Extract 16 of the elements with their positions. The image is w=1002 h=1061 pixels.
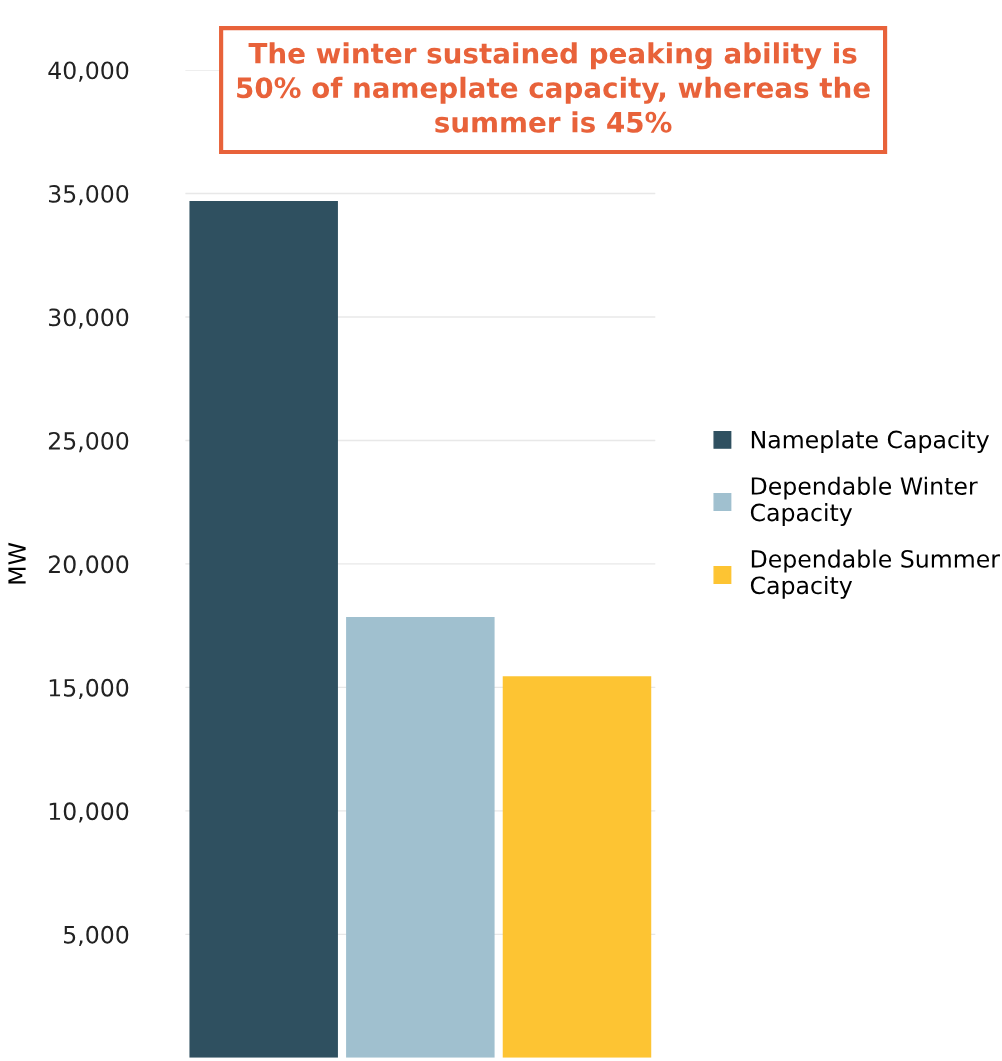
- y-tick-label: 30,000: [49, 308, 129, 329]
- annotation: The winter sustained peaking ability is 50% of nameplate capacity, whereas the summer is 45%: [237, 42, 870, 133]
- y-tick-label: 40,000: [48, 61, 129, 82]
- y-tick-label: 35,000: [49, 184, 129, 206]
- legend-label: Dependable Summer Capacity: [750, 549, 1000, 599]
- legend-label: Nameplate Capacity: [751, 430, 990, 454]
- y-tick-label: 5,000: [64, 925, 129, 947]
- bar: [346, 617, 495, 1058]
- y-tick-label: 25,000: [48, 431, 129, 453]
- legend-label: Dependable Winter Capacity: [750, 476, 978, 526]
- y-tick-label: 10,000: [49, 802, 129, 823]
- bar: [502, 676, 652, 1058]
- y-tick-label: 20,000: [48, 555, 129, 576]
- y-tick-label: 15,000: [49, 678, 129, 700]
- bar: [189, 200, 338, 1058]
- y-axis-title: MW: [8, 542, 26, 584]
